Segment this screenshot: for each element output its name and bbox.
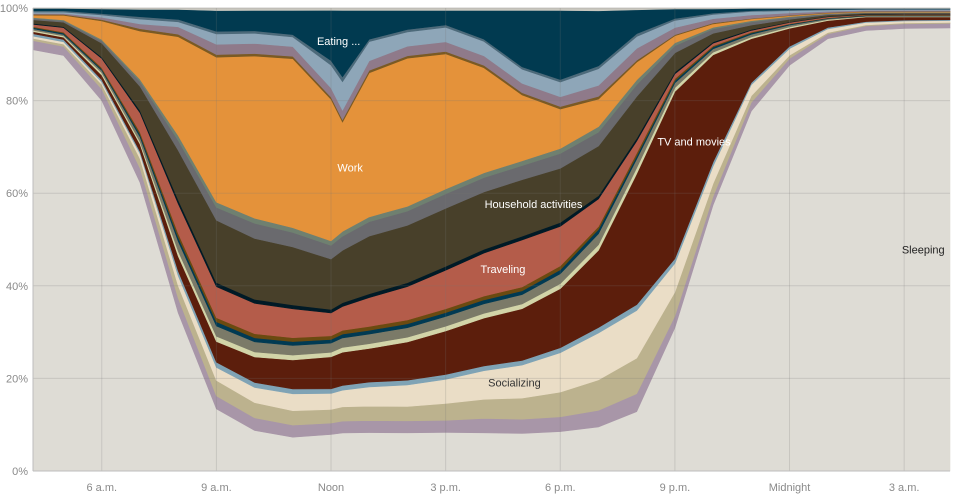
x-tick-label: 6 p.m. xyxy=(545,482,576,494)
x-tick-label: 9 p.m. xyxy=(660,482,691,494)
label-household-activities: Household activities xyxy=(485,199,583,211)
label-tv-and-movies: TV and movies xyxy=(657,137,731,149)
axis-labels: 0% 20% 40% 60% 80% 100% 6 a.m. 9 a.m. Noon 3 p.m.… xyxy=(0,3,919,494)
label-socializing: Socializing xyxy=(488,377,541,389)
label-sleeping: Sleeping xyxy=(902,245,945,257)
x-tick-label: 3 p.m. xyxy=(430,482,461,494)
x-tick-label: 6 a.m. xyxy=(86,482,117,494)
y-tick-label: 40% xyxy=(6,281,28,293)
y-tick-label: 100% xyxy=(0,3,28,15)
x-tick-label: 3 a.m. xyxy=(889,482,920,494)
area-layers xyxy=(32,7,951,472)
label-traveling: Traveling xyxy=(481,264,526,276)
grid-lines xyxy=(32,7,950,472)
x-tick-label: Midnight xyxy=(769,482,811,494)
area-band-21 xyxy=(32,7,951,12)
series-labels: Sleeping Socializing TV and movies Travelin… xyxy=(317,36,945,389)
x-tick-label: Noon xyxy=(318,482,344,494)
y-tick-label: 80% xyxy=(6,96,28,108)
y-tick-label: 60% xyxy=(6,188,28,200)
x-tick-label: 9 a.m. xyxy=(201,482,232,494)
label-work: Work xyxy=(337,163,363,175)
y-tick-label: 0% xyxy=(12,466,28,478)
label-eating: Eating ... xyxy=(317,36,360,48)
y-tick-label: 20% xyxy=(6,373,28,385)
